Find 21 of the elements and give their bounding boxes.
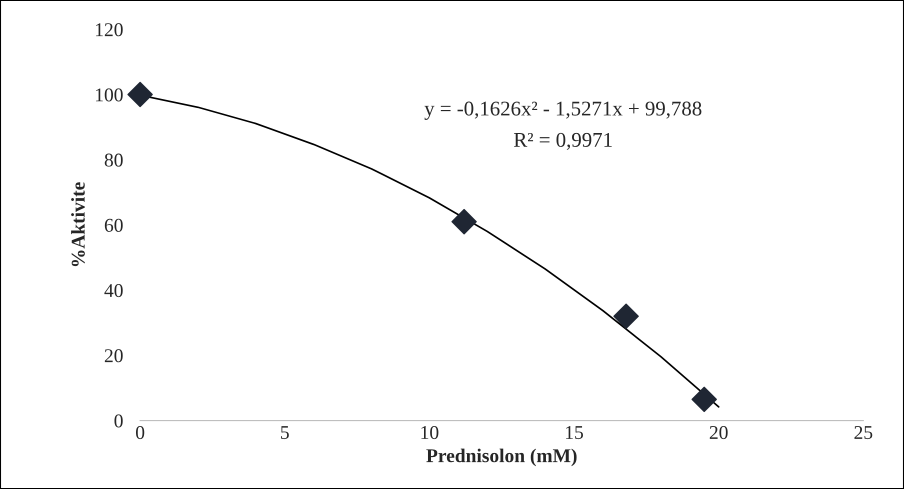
x-tick-label: 20 (710, 426, 728, 440)
y-tick-label: 120 (96, 23, 123, 36)
x-tick-label: 25 (854, 426, 872, 440)
point (451, 208, 477, 234)
y-axis-title: %Aktivite (71, 182, 85, 266)
annotation: R² = 0,9971 (514, 132, 612, 150)
x-tick-label: 0 (136, 426, 144, 440)
y-tick-label: 20 (104, 349, 123, 362)
x-axis-title: Prednisolon (mM) (426, 448, 577, 466)
y-tick-label: 40 (104, 284, 123, 298)
point (127, 82, 153, 108)
y-tick-label: 80 (104, 154, 123, 167)
x-tick-label: 15 (566, 426, 584, 440)
x-tick-label: 10 (421, 426, 438, 440)
y-tick-label: 0 (114, 414, 123, 428)
annotation: y = -0,1626x² - 1,5271x + 99,788 (424, 102, 702, 120)
x-tick-label: 5 (281, 426, 289, 440)
point (691, 386, 717, 412)
point (613, 303, 639, 329)
y-tick-label: 60 (104, 218, 123, 232)
y-tick-label: 100 (96, 88, 123, 102)
